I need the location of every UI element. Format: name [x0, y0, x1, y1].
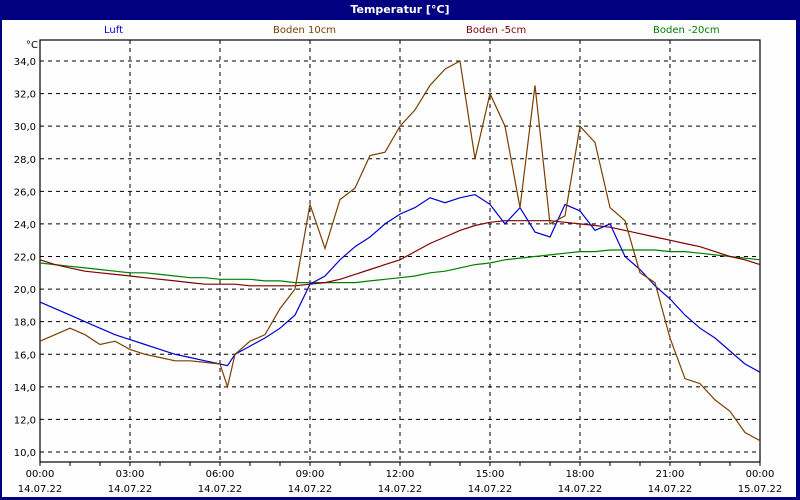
x-tick-time: 03:00: [116, 469, 145, 480]
x-tick-date: 14.07.22: [378, 484, 423, 495]
x-tick-date: 14.07.22: [288, 484, 333, 495]
series-line-boden-5cm: [39, 220, 761, 287]
x-tick-date: 14.07.22: [468, 484, 513, 495]
x-tick-date: 14.07.22: [18, 484, 63, 495]
legend-item: Boden 10cm: [273, 25, 336, 36]
y-tick-label: 24,0: [14, 220, 36, 231]
legend-item: Boden -5cm: [466, 25, 527, 36]
x-tick-time: 09:00: [296, 469, 325, 480]
x-tick-date: 14.07.22: [108, 484, 153, 495]
x-tick-date: 14.07.22: [198, 484, 243, 495]
chart-panel: Luft Boden 10cm Boden -5cm Boden -20cm: [2, 20, 796, 497]
x-tick-time: 00:00: [26, 469, 55, 480]
y-tick-label: 30,0: [14, 122, 36, 133]
plot-frame: [39, 39, 761, 463]
x-tick-time: 00:00: [746, 469, 775, 480]
y-tick-label: 12,0: [14, 415, 36, 426]
x-tick-date: 15.07.22: [738, 484, 783, 495]
y-tick-label: 32,0: [14, 90, 36, 101]
y-tick-label: 18,0: [14, 318, 36, 329]
x-tick-time: 18:00: [566, 469, 595, 480]
x-tick-time: 21:00: [656, 469, 685, 480]
series-line-boden-20cm: [39, 249, 761, 284]
series-line-boden-10cm: [39, 60, 761, 442]
y-tick-label: 22,0: [14, 253, 36, 264]
x-tick-date: 14.07.22: [648, 484, 693, 495]
legend-item: Boden -20cm: [653, 25, 720, 36]
y-tick-label: 16,0: [14, 350, 36, 361]
x-tick-time: 12:00: [386, 469, 415, 480]
y-tick-label: 10,0: [14, 448, 36, 459]
window-title: Temperatur [°C]: [0, 0, 800, 20]
y-tick-label: 28,0: [14, 155, 36, 166]
y-axis-unit: °C: [26, 40, 38, 51]
y-tick-label: 26,0: [14, 187, 36, 198]
y-tick-label: 20,0: [14, 285, 36, 296]
x-tick-date: 14.07.22: [558, 484, 603, 495]
y-tick-label: 34,0: [14, 57, 36, 68]
series-line-luft: [39, 193, 761, 373]
legend-item: Luft: [104, 25, 123, 36]
x-tick-time: 15:00: [476, 469, 505, 480]
x-tick-time: 06:00: [206, 469, 235, 480]
y-tick-label: 14,0: [14, 383, 36, 394]
